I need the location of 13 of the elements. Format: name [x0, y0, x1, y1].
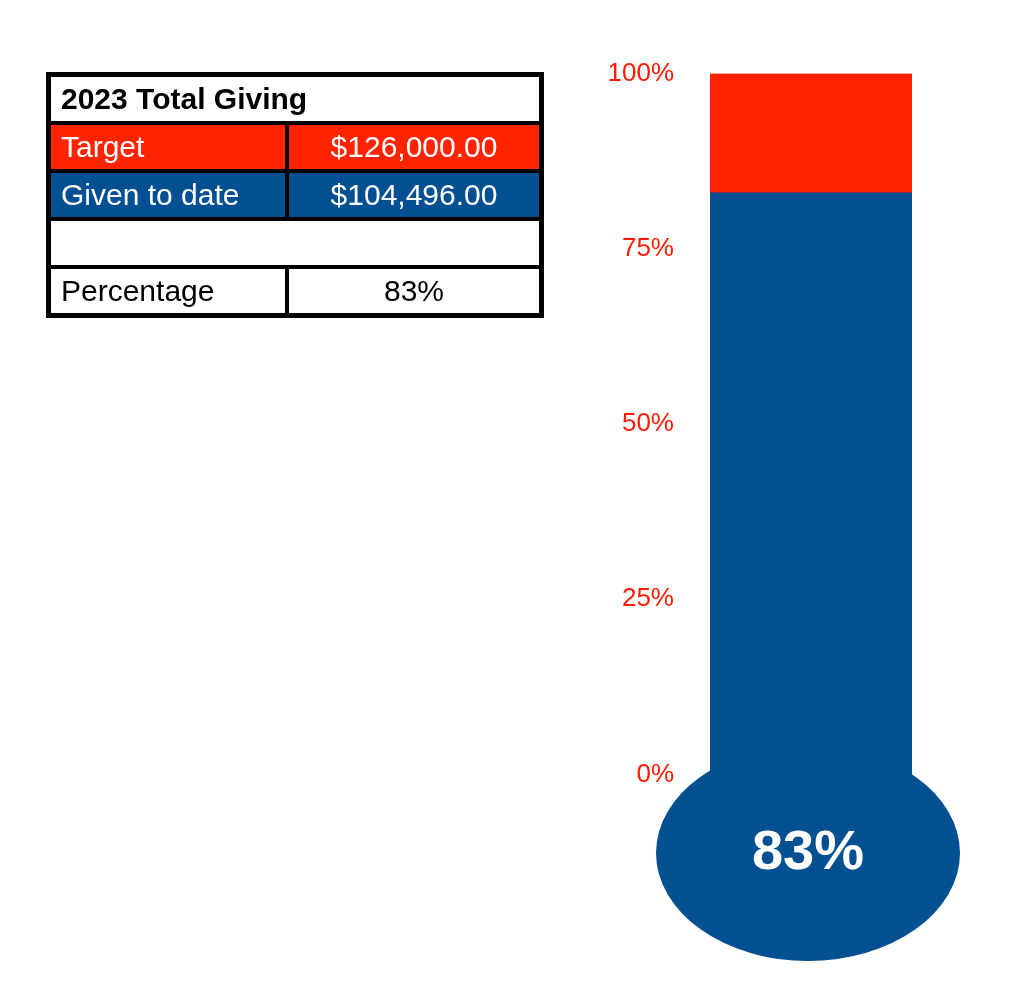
y-tick-label: 0% — [636, 757, 674, 788]
y-tick-label: 100% — [607, 56, 674, 87]
text: Percentage — [49, 267, 287, 315]
y-tick-label: 25% — [621, 582, 674, 613]
text: 83% — [750, 818, 866, 882]
text: 83% — [287, 267, 541, 315]
text: 2023 Total Giving — [49, 75, 541, 123]
text: $104,496.00 — [287, 171, 541, 219]
text: Target — [49, 123, 287, 171]
y-tick-label: 50% — [621, 407, 674, 438]
text: $126,000.00 — [287, 123, 541, 171]
y-tick-label: 75% — [621, 231, 674, 262]
text: Given to date — [49, 171, 287, 219]
